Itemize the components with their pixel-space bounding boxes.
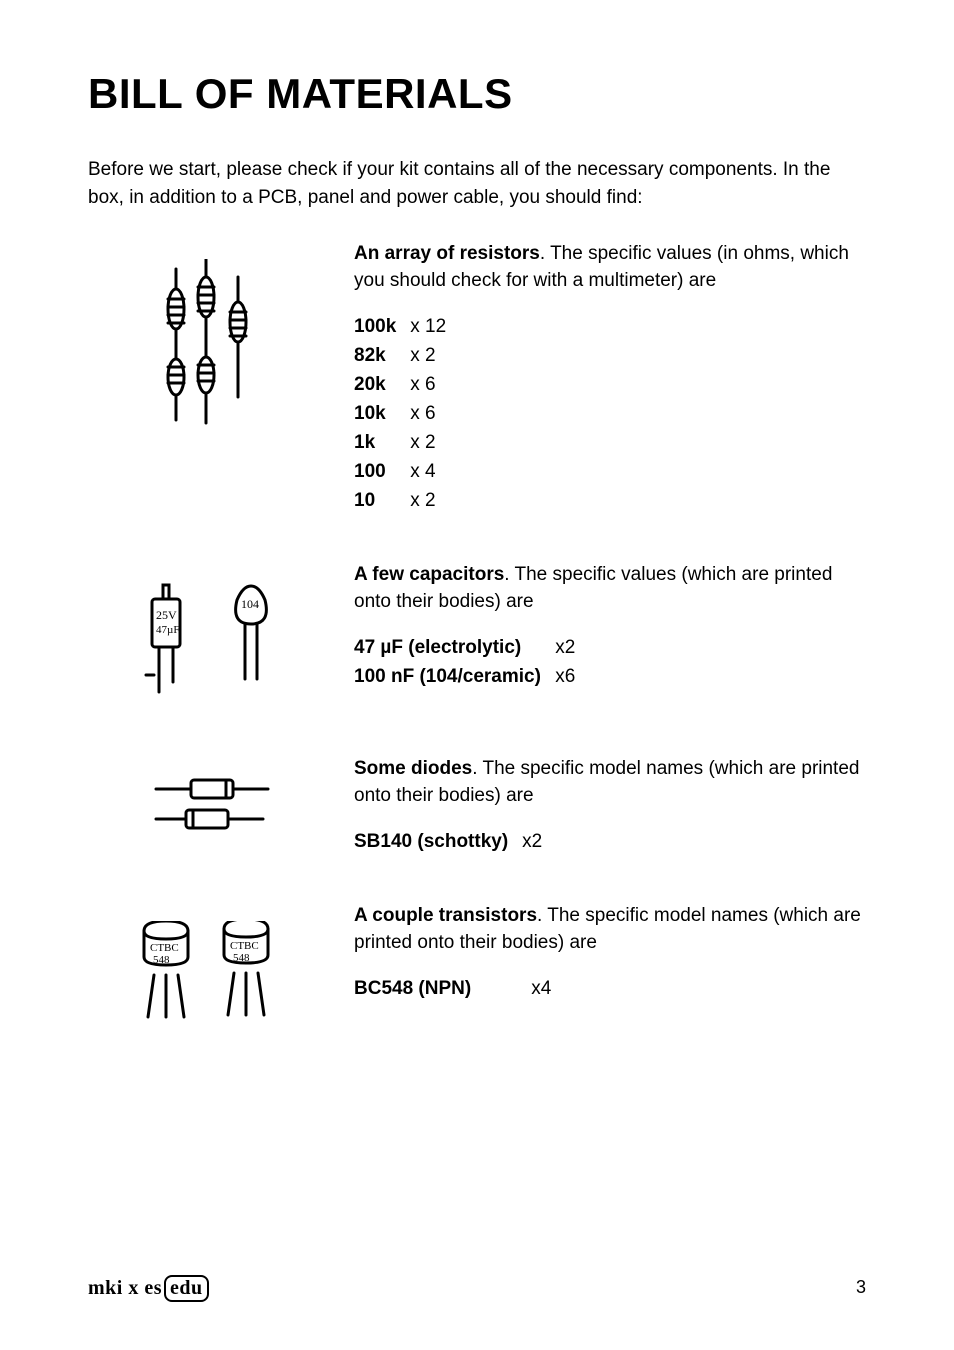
table-row: 47 µF (electrolytic)x2 xyxy=(354,634,575,663)
svg-text:CTBC: CTBC xyxy=(230,940,259,952)
transistors-table: BC548 (NPN)x4 xyxy=(354,975,551,1004)
diodes-lead: Some diodes. The specific model names (w… xyxy=(354,756,866,810)
table-row: 20kx 6 xyxy=(354,371,446,400)
section-transistors: CTBC 548 CTBC 548 A couple transistors. … xyxy=(88,903,866,1031)
section-resistors: An array of resistors. The specific valu… xyxy=(88,241,866,516)
capacitors-table: 47 µF (electrolytic)x2 100 nF (104/ceram… xyxy=(354,634,575,692)
page-title: BILL OF MATERIALS xyxy=(88,70,866,118)
svg-text:548: 548 xyxy=(153,954,170,966)
table-row: 100x 4 xyxy=(354,458,446,487)
svg-text:47µF: 47µF xyxy=(156,624,179,636)
capacitors-illustration: 25V 47µF 104 xyxy=(88,562,354,710)
section-capacitors: 25V 47µF 104 A few capacitors. The speci… xyxy=(88,562,866,710)
table-row: SB140 (schottky)x2 xyxy=(354,828,542,857)
footer-logo: mki x esedu xyxy=(88,1277,209,1300)
diodes-illustration xyxy=(88,756,354,844)
resistors-lead: An array of resistors. The specific valu… xyxy=(354,241,866,295)
table-row: 82kx 2 xyxy=(354,342,446,371)
section-diodes: Some diodes. The specific model names (w… xyxy=(88,756,866,857)
page-number: 3 xyxy=(856,1277,866,1298)
table-row: 1kx 2 xyxy=(354,429,446,458)
intro-text: Before we start, please check if your ki… xyxy=(88,156,866,211)
transistors-lead: A couple transistors. The specific model… xyxy=(354,903,866,957)
resistors-table: 100kx 12 82kx 2 20kx 6 10kx 6 1kx 2 100x… xyxy=(354,313,446,516)
svg-text:CTBC: CTBC xyxy=(150,942,179,954)
resistors-illustration xyxy=(88,241,354,439)
transistors-illustration: CTBC 548 CTBC 548 xyxy=(88,903,354,1031)
table-row: 100 nF (104/ceramic)x6 xyxy=(354,663,575,692)
table-row: BC548 (NPN)x4 xyxy=(354,975,551,1004)
svg-text:548: 548 xyxy=(233,952,250,964)
table-row: 10x 2 xyxy=(354,487,446,516)
table-row: 100kx 12 xyxy=(354,313,446,342)
svg-text:25V: 25V xyxy=(156,608,177,622)
table-row: 10kx 6 xyxy=(354,400,446,429)
diodes-table: SB140 (schottky)x2 xyxy=(354,828,542,857)
svg-text:104: 104 xyxy=(241,597,259,611)
capacitors-lead: A few capacitors. The specific values (w… xyxy=(354,562,866,616)
